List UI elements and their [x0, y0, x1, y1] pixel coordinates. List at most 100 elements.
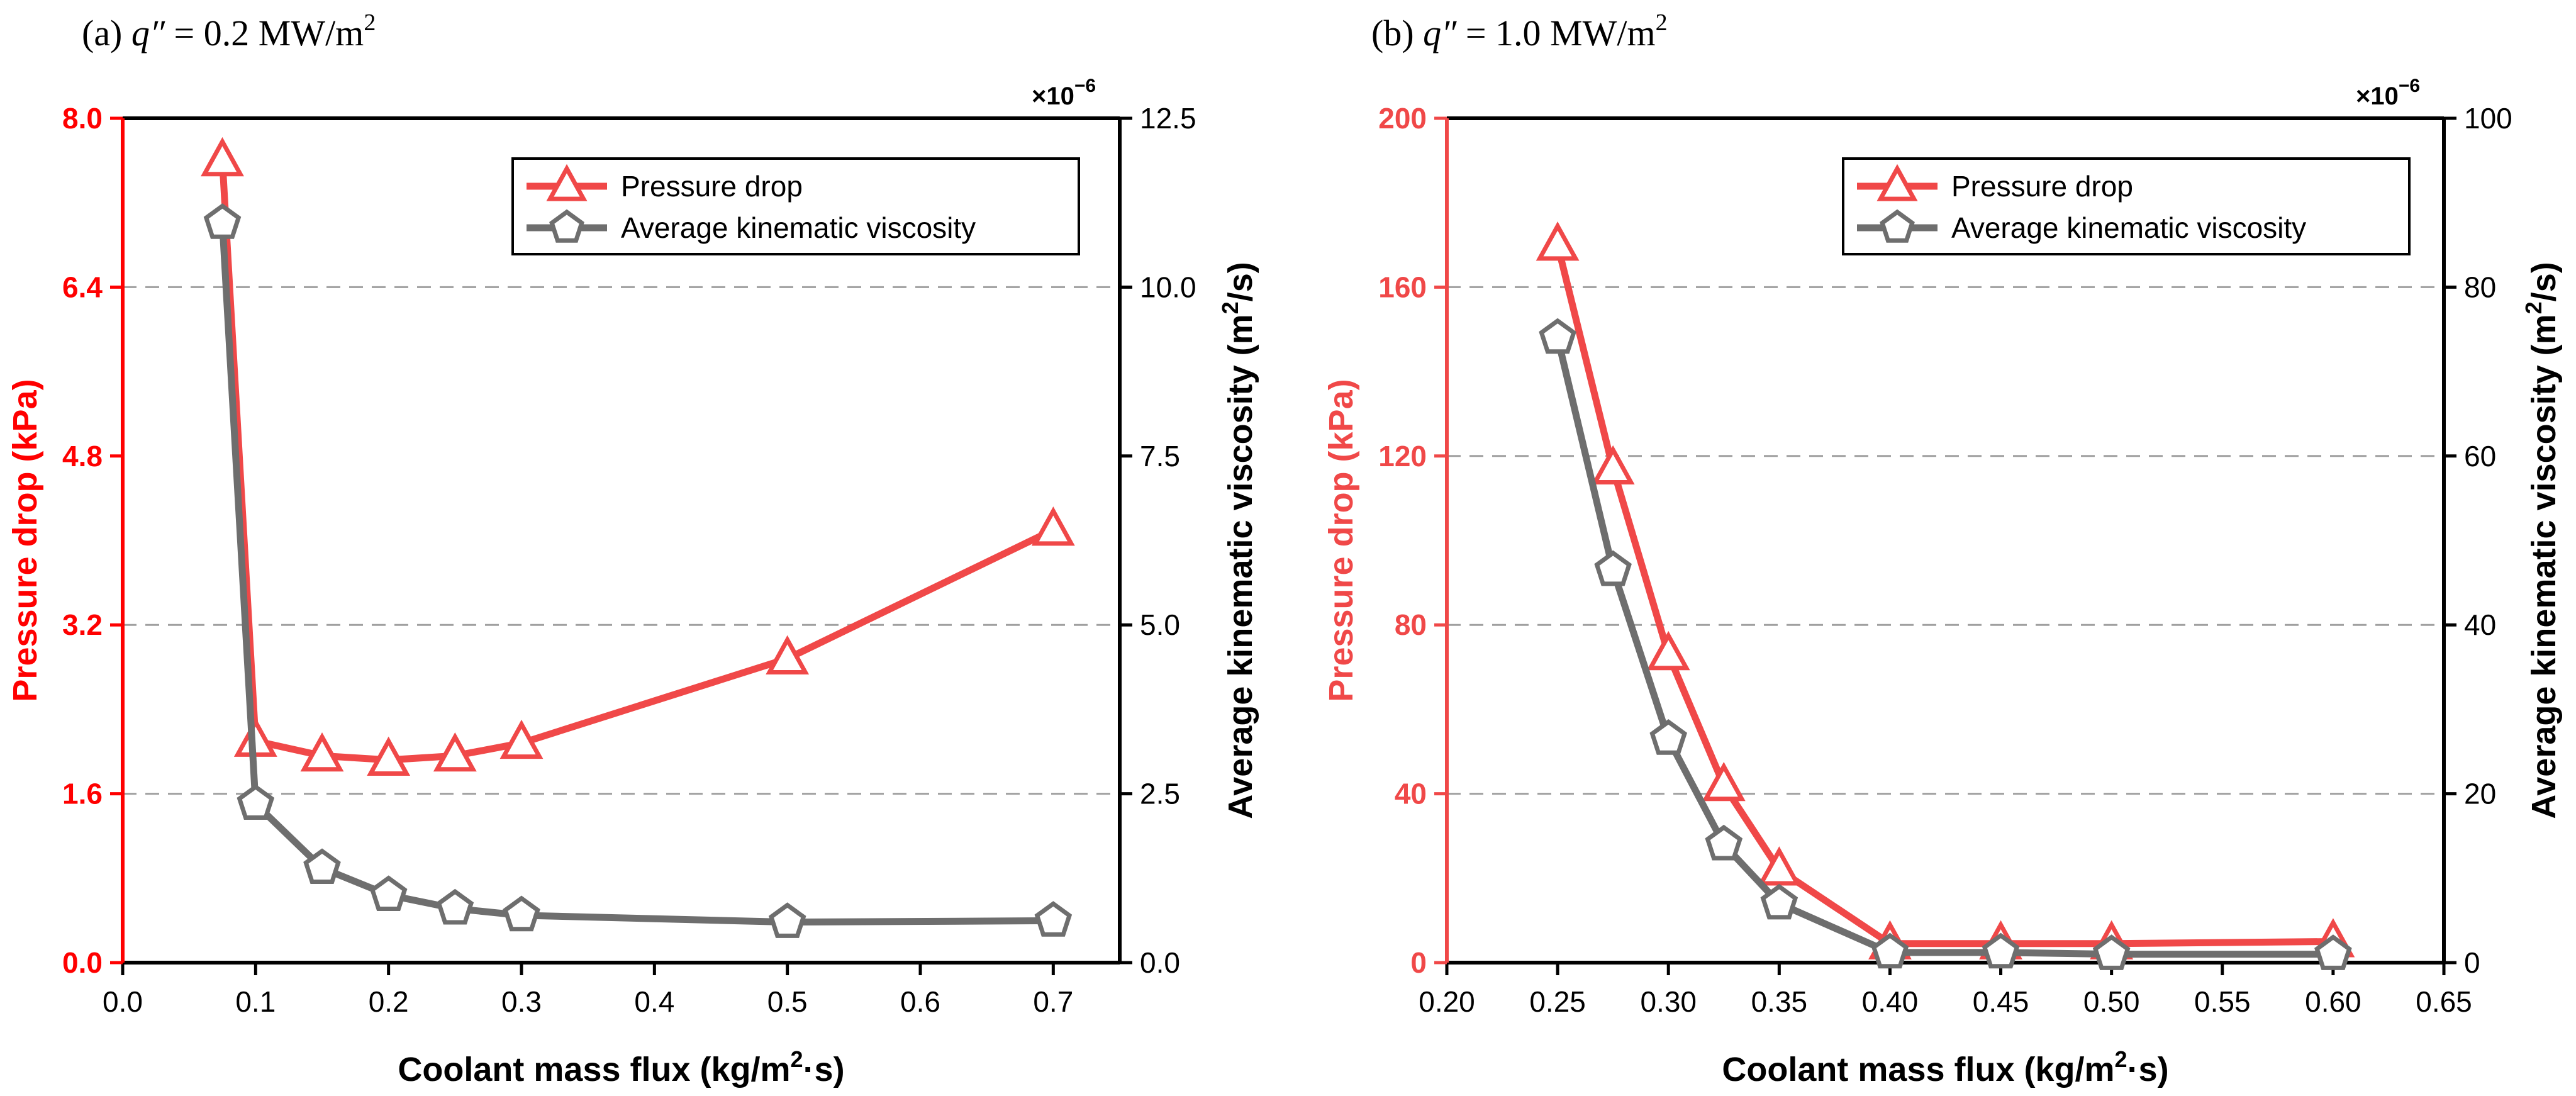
panel-title-text: = 0.2 MW/m [165, 13, 364, 53]
x-tick-label: 0.3 [501, 985, 542, 1018]
legend-label: Average kinematic viscosity [621, 211, 976, 244]
y-axis-title-right-main: Average kinematic viscosity (m [1222, 314, 1259, 819]
data-point-viscosity [303, 848, 341, 885]
y-tick-label-right: 10.0 [1140, 271, 1196, 303]
x-tick-label: 0.55 [2194, 985, 2251, 1018]
data-point-viscosity [369, 875, 408, 911]
y-tick-label-left: 8.0 [62, 102, 103, 135]
data-point-pressure-drop [201, 137, 244, 177]
y-tick-label-left: 6.4 [62, 271, 103, 303]
x-tick-label: 0.25 [1529, 985, 1586, 1018]
y-axis-title-right-tail: /s) [1222, 262, 1259, 301]
y-tick-label-left: 40 [1395, 778, 1427, 810]
x-axis-title-sup: 2 [791, 1046, 803, 1072]
panel-a: 0.0 0.1 0.2 0.3 0.4 0.5 0.6 0.7 0.0 1.6 3.2 4.8 6.4 8… [6, 9, 1259, 1088]
data-point-viscosity [503, 895, 540, 932]
data-point-pressure-drop [300, 732, 344, 772]
data-point-pressure-drop [1757, 846, 1801, 886]
legend: Pressure drop Average kinematic viscosity [511, 157, 1080, 255]
y-tick-label-right: 20 [2464, 778, 2496, 810]
data-point-viscosity [1760, 883, 1798, 920]
panel-title-sup: 2 [1656, 9, 1668, 36]
x-tick-label: 0.1 [235, 985, 276, 1018]
y-tick-label-right: 7.5 [1140, 440, 1180, 473]
y-tick-label-right: 12.5 [1140, 102, 1196, 135]
x-axis-title-main: Coolant mass flux (kg/m [1722, 1051, 2114, 1088]
y-tick-label-right: 5.0 [1140, 608, 1180, 641]
y2-multiplier: ×10−6 [1032, 75, 1096, 110]
y-tick-label-right: 2.5 [1140, 778, 1180, 810]
y-tick-label-right: 60 [2464, 440, 2496, 473]
y-tick-label-left: 4.8 [62, 440, 103, 473]
panel-title-sup: 2 [364, 9, 376, 36]
x-axis-title: Coolant mass flux (kg/m2·s) [398, 1046, 844, 1088]
legend-label: Pressure drop [621, 170, 803, 203]
legend-box [511, 157, 1080, 255]
data-point-viscosity [1539, 318, 1576, 354]
y-tick-label-right: 80 [2464, 271, 2496, 303]
panel-label: (a) [82, 13, 131, 53]
x-axis-title-tail: ·s) [803, 1051, 845, 1088]
data-point-viscosity [2092, 934, 2131, 970]
series-line-triangle [1554, 243, 2333, 948]
panel-title: (a) q″ = 0.2 MW/m2 [82, 9, 376, 53]
x-tick-label: 0.65 [2416, 985, 2472, 1018]
data-point-viscosity [1705, 824, 1743, 861]
y-tick-label-left: 0.0 [62, 946, 103, 979]
y-tick-label-right: 100 [2464, 102, 2512, 135]
x-tick-label: 0.35 [1751, 985, 1808, 1018]
data-point-viscosity [768, 902, 806, 938]
legend-triangle-marker [546, 164, 588, 201]
x-axis-title-sup: 2 [2115, 1046, 2127, 1072]
panel-title-variable: q″ [1423, 13, 1457, 53]
data-point-pressure-drop [1646, 630, 1690, 671]
data-point-viscosity [1649, 719, 1688, 755]
panel-label: (b) [1371, 13, 1423, 53]
y-tick-label-right: 0.0 [1140, 946, 1180, 979]
x-tick-label: 0.50 [2083, 985, 2140, 1018]
x-tick-label: 0.5 [767, 985, 808, 1018]
x-tick-label: 0.20 [1419, 985, 1475, 1018]
data-point-viscosity [1871, 932, 1909, 969]
panel-b: 0.20 0.25 0.30 0.35 0.40 0.45 0.50 0.55 0.60 0.65… [1322, 9, 2563, 1088]
data-point-pressure-drop [1031, 506, 1075, 546]
y-tick-label-left: 3.2 [62, 608, 103, 641]
y-tick-label-left: 160 [1378, 271, 1427, 303]
legend-label: Pressure drop [1951, 170, 2133, 203]
data-point-pressure-drop [1702, 761, 1746, 802]
x-axis-title-main: Coolant mass flux (kg/m [398, 1051, 790, 1088]
y-axis-title-right: Average kinematic viscosity (m2/s) [2521, 262, 2563, 819]
x-axis-title-tail: ·s) [2127, 1051, 2169, 1088]
legend-pentagon-marker [549, 209, 584, 243]
y-tick-label-right: 0 [2464, 946, 2480, 979]
x-tick-label: 0.0 [103, 985, 143, 1018]
y-axis-title-left: Pressure drop (kPa) [6, 379, 44, 702]
data-point-viscosity [203, 203, 242, 239]
data-point-pressure-drop [367, 736, 411, 776]
y-axis-title-right-sup: 2 [2521, 301, 2546, 314]
y-tick-label-left: 120 [1378, 440, 1427, 473]
data-point-viscosity [237, 784, 275, 820]
y2-multiplier-exp: −6 [2399, 75, 2420, 96]
panel-title: (b) q″ = 1.0 MW/m2 [1371, 9, 1668, 53]
x-tick-label: 0.45 [1973, 985, 2029, 1018]
data-point-viscosity [1594, 550, 1632, 586]
y-axis-title-right-tail: /s) [2525, 262, 2563, 301]
x-tick-label: 0.40 [1862, 985, 1919, 1018]
x-tick-label: 0.6 [900, 985, 940, 1018]
series-line-pentagon [219, 223, 1054, 926]
data-point-viscosity [2314, 934, 2352, 970]
x-tick-label: 0.30 [1640, 985, 1697, 1018]
x-tick-label: 0.2 [369, 985, 409, 1018]
y-tick-label-left: 1.6 [62, 778, 103, 810]
legend: Pressure drop Average kinematic viscosity [1842, 157, 2411, 255]
x-tick-label: 0.60 [2305, 985, 2361, 1018]
legend-triangle-marker [1876, 164, 1918, 201]
y-axis-title-right-main: Average kinematic viscosity (m [2525, 314, 2563, 819]
data-point-pressure-drop [1536, 221, 1580, 261]
panel-title-text: = 1.0 MW/m [1456, 13, 1655, 53]
x-tick-label: 0.7 [1033, 985, 1073, 1018]
x-tick-label: 0.4 [634, 985, 674, 1018]
y-tick-label-left: 0 [1410, 946, 1427, 979]
